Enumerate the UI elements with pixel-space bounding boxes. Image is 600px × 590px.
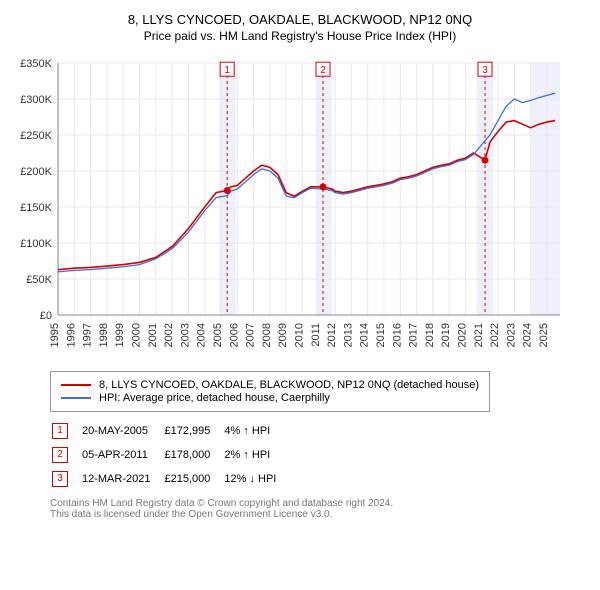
legend: 8, LLYS CYNCOED, OAKDALE, BLACKWOOD, NP1…: [50, 371, 490, 412]
sale-date: 20-MAY-2005: [82, 420, 162, 442]
svg-text:£250K: £250K: [20, 130, 52, 142]
svg-text:£300K: £300K: [20, 94, 52, 106]
svg-text:2021: 2021: [473, 323, 485, 347]
svg-text:2024: 2024: [522, 323, 534, 347]
svg-text:£50K: £50K: [26, 274, 52, 286]
svg-text:2002: 2002: [163, 323, 175, 347]
legend-label: HPI: Average price, detached house, Caer…: [99, 392, 330, 404]
svg-text:2019: 2019: [440, 323, 452, 347]
svg-text:2012: 2012: [326, 323, 338, 347]
svg-text:2023: 2023: [505, 323, 517, 347]
sale-delta: 12% ↓ HPI: [224, 468, 288, 490]
svg-text:2007: 2007: [245, 323, 257, 347]
svg-text:2000: 2000: [130, 323, 142, 347]
svg-text:1995: 1995: [49, 323, 61, 347]
sale-marker: 2: [52, 447, 68, 463]
svg-text:2017: 2017: [408, 323, 420, 347]
sale-price: £178,000: [164, 444, 222, 466]
svg-text:£150K: £150K: [20, 202, 52, 214]
svg-text:2016: 2016: [391, 323, 403, 347]
sales-table: 1 20-MAY-2005£172,9954% ↑ HPI 2 05-APR-2011…: [50, 418, 290, 492]
sale-date: 05-APR-2011: [82, 444, 162, 466]
svg-text:2005: 2005: [212, 323, 224, 347]
svg-text:2018: 2018: [424, 323, 436, 347]
chart-title: 8, LLYS CYNCOED, OAKDALE, BLACKWOOD, NP1…: [10, 12, 590, 27]
svg-text:2004: 2004: [196, 323, 208, 347]
legend-swatch: [61, 397, 91, 399]
svg-text:1996: 1996: [65, 323, 77, 347]
svg-text:2013: 2013: [342, 323, 354, 347]
svg-text:£100K: £100K: [20, 238, 52, 250]
svg-text:2025: 2025: [538, 323, 550, 347]
legend-row: 8, LLYS CYNCOED, OAKDALE, BLACKWOOD, NP1…: [61, 379, 479, 391]
sale-delta: 4% ↑ HPI: [224, 420, 288, 442]
svg-text:2006: 2006: [228, 323, 240, 347]
svg-text:2010: 2010: [293, 323, 305, 347]
svg-text:£0: £0: [40, 310, 52, 322]
svg-text:2011: 2011: [310, 323, 322, 347]
svg-text:2008: 2008: [261, 323, 273, 347]
chart-area: £0 £50K £100K £150K £200K £250K £300K £350K 1995…: [10, 53, 590, 363]
sale-row: 3 12-MAR-2021£215,00012% ↓ HPI: [52, 468, 288, 490]
line-chart-svg: £0 £50K £100K £150K £200K £250K £300K £350K 1995…: [10, 53, 570, 363]
sale-marker: 1: [52, 423, 68, 439]
sale-marker: 3: [52, 471, 68, 487]
footer-line: Contains HM Land Registry data © Crown c…: [50, 498, 590, 509]
svg-text:2015: 2015: [375, 323, 387, 347]
svg-text:1998: 1998: [98, 323, 110, 347]
sale-price: £172,995: [164, 420, 222, 442]
attribution-footer: Contains HM Land Registry data © Crown c…: [50, 498, 590, 520]
sale-date: 12-MAR-2021: [82, 468, 162, 490]
sale-row: 2 05-APR-2011£178,0002% ↑ HPI: [52, 444, 288, 466]
svg-text:£350K: £350K: [20, 58, 52, 70]
legend-row: HPI: Average price, detached house, Caer…: [61, 392, 479, 404]
legend-swatch: [61, 384, 91, 386]
svg-text:2003: 2003: [179, 323, 191, 347]
sale-price: £215,000: [164, 468, 222, 490]
legend-label: 8, LLYS CYNCOED, OAKDALE, BLACKWOOD, NP1…: [99, 379, 479, 391]
footer-line: This data is licensed under the Open Gov…: [50, 509, 590, 520]
svg-text:2014: 2014: [359, 323, 371, 347]
svg-text:2022: 2022: [489, 323, 501, 347]
svg-text:1997: 1997: [82, 323, 94, 347]
svg-text:2020: 2020: [456, 323, 468, 347]
svg-text:1999: 1999: [114, 323, 126, 347]
svg-text:2: 2: [320, 65, 326, 76]
chart-subtitle: Price paid vs. HM Land Registry's House …: [10, 29, 590, 43]
svg-text:1: 1: [224, 65, 230, 76]
sale-delta: 2% ↑ HPI: [224, 444, 288, 466]
svg-text:3: 3: [482, 65, 488, 76]
svg-text:£200K: £200K: [20, 166, 52, 178]
svg-text:2009: 2009: [277, 323, 289, 347]
sale-row: 1 20-MAY-2005£172,9954% ↑ HPI: [52, 420, 288, 442]
svg-text:2001: 2001: [147, 323, 159, 347]
